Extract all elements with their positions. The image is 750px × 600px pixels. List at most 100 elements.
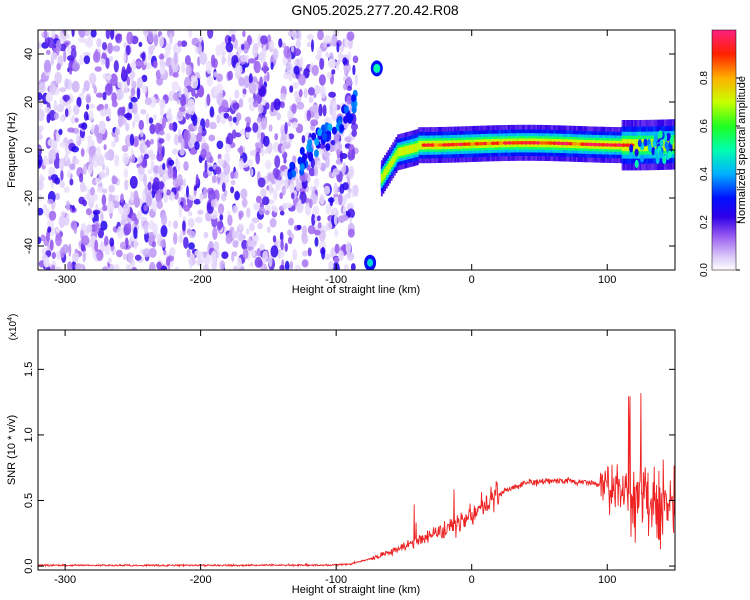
precursor-blob — [311, 132, 317, 141]
noise-speckle — [191, 76, 199, 89]
noise-speckle — [136, 210, 143, 220]
noise-speckle — [83, 51, 91, 58]
noise-speckle — [238, 160, 245, 170]
noise-speckle — [244, 116, 250, 123]
noise-speckle — [221, 55, 226, 66]
noise-speckle — [190, 253, 195, 261]
snr-xtick-label: -300 — [54, 574, 76, 586]
noise-speckle — [159, 59, 166, 66]
noise-speckle — [42, 203, 48, 216]
noise-speckle — [259, 243, 265, 251]
noise-speckle — [47, 198, 54, 205]
noise-speckle — [150, 138, 154, 145]
tail-blob — [634, 148, 639, 157]
noise-speckle — [114, 194, 120, 202]
noise-speckle — [244, 126, 252, 133]
noise-speckle — [95, 92, 104, 98]
noise-speckle — [104, 83, 113, 96]
noise-speckle — [186, 248, 191, 258]
noise-speckle — [82, 163, 87, 175]
noise-speckle — [283, 157, 287, 164]
noise-speckle — [180, 40, 188, 47]
noise-speckle — [318, 103, 323, 117]
noise-speckle — [78, 30, 86, 38]
noise-speckle — [177, 174, 183, 184]
noise-speckle — [303, 88, 308, 99]
noise-speckle — [100, 220, 108, 231]
noise-speckle — [179, 94, 186, 107]
noise-speckle — [82, 199, 87, 207]
noise-speckle — [293, 48, 301, 56]
noise-speckle — [227, 55, 232, 67]
noise-speckle — [194, 93, 199, 99]
noise-speckle — [318, 74, 326, 86]
noise-speckle — [85, 208, 92, 216]
noise-speckle — [131, 266, 137, 270]
noise-speckle — [211, 175, 217, 184]
signal-peak — [616, 143, 623, 147]
noise-speckle — [328, 260, 334, 270]
signal-band-cell — [400, 147, 403, 156]
noise-speckle — [169, 33, 173, 45]
noise-speckle — [334, 140, 343, 153]
noise-speckle — [274, 155, 281, 169]
noise-speckle — [209, 156, 214, 164]
signal-peak — [466, 142, 472, 146]
noise-speckle — [283, 45, 291, 59]
noise-speckle — [153, 113, 157, 121]
noise-speckle — [286, 62, 294, 76]
noise-speckle — [295, 39, 301, 49]
noise-speckle — [83, 80, 90, 92]
noise-speckle — [238, 76, 245, 87]
noise-speckle — [144, 97, 152, 106]
tail-blob — [662, 156, 667, 164]
noise-speckle — [72, 61, 80, 72]
noise-speckle — [59, 180, 65, 188]
noise-speckle — [348, 170, 354, 179]
noise-speckle — [142, 30, 149, 37]
noise-speckle — [38, 180, 44, 191]
noise-speckle — [232, 251, 238, 257]
signal-band-cell — [403, 146, 406, 155]
noise-speckle — [111, 175, 117, 185]
signal-peak — [510, 141, 517, 145]
noise-speckle — [58, 157, 65, 171]
noise-speckle — [160, 265, 168, 270]
snr-xlabel: Height of straight line (km) — [292, 584, 420, 596]
signal-peak — [563, 141, 570, 146]
noise-speckle — [87, 103, 95, 109]
noise-speckle — [236, 257, 242, 269]
signal-peak — [462, 142, 468, 146]
noise-speckle — [289, 85, 294, 93]
signal-peak — [486, 141, 493, 146]
spectrogram-xtick-label: 100 — [598, 274, 616, 286]
noise-speckle — [188, 30, 192, 39]
noise-speckle — [74, 117, 79, 123]
noise-speckle — [280, 171, 284, 178]
noise-speckle — [148, 117, 154, 124]
noise-speckle — [183, 87, 189, 95]
noise-speckle — [132, 120, 136, 128]
noise-speckle — [60, 169, 64, 181]
noise-speckle — [191, 37, 200, 46]
noise-speckle — [62, 244, 69, 254]
noise-speckle — [158, 130, 165, 136]
noise-speckle — [260, 147, 265, 157]
tail-blob — [637, 139, 642, 148]
noise-speckle — [131, 80, 137, 90]
signal-peak — [555, 141, 562, 146]
noise-speckle — [161, 213, 168, 226]
noise-speckle — [253, 202, 260, 211]
noise-speckle — [131, 154, 136, 163]
noise-speckle — [182, 178, 186, 187]
snr-ytick-label: 0.5 — [23, 493, 35, 508]
noise-speckle — [187, 218, 195, 228]
noise-speckle — [344, 136, 352, 143]
noise-speckle — [113, 60, 119, 73]
tail-blob — [629, 144, 634, 153]
noise-speckle — [53, 157, 61, 169]
noise-speckle — [183, 236, 189, 249]
noise-speckle — [88, 72, 97, 85]
noise-speckle — [53, 112, 60, 120]
noise-speckle — [158, 138, 165, 144]
